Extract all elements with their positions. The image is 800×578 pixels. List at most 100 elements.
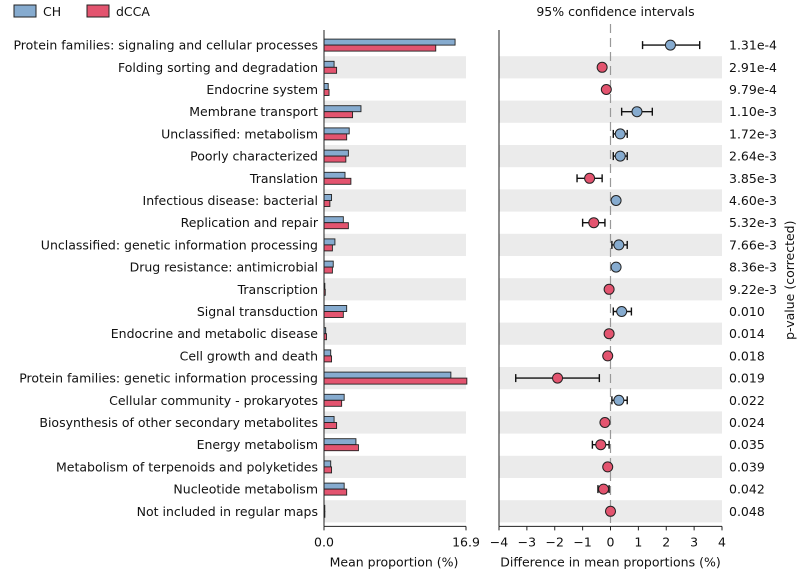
p-value: 9.79e-4	[729, 82, 777, 97]
category-label: Membrane transport	[189, 104, 318, 119]
ci-x-axis-title: Difference in mean proportions (%)	[500, 554, 720, 569]
p-value: 0.022	[729, 393, 765, 408]
category-label: Transcription	[237, 282, 318, 297]
legend: CH dCCA	[13, 4, 150, 19]
bar-x-tick-label: 0.0	[314, 534, 334, 549]
p-value-column: 1.31e-4 2.91e-4 9.79e-4 1.10e-3 1.72e-3 2.64e…	[729, 38, 797, 519]
row-shade	[324, 500, 466, 523]
bar-ch	[323, 171, 346, 179]
ci-point	[588, 217, 600, 229]
bar-dcca	[323, 311, 344, 318]
category-label: Protein families: genetic information pr…	[19, 371, 318, 386]
bar-dcca	[323, 444, 359, 452]
ci-title: 95% confidence intervals	[536, 4, 694, 19]
bar-ch	[323, 105, 362, 113]
bar-dcca	[323, 66, 338, 74]
bar-x-axis-title: Mean proportion (%)	[330, 554, 459, 569]
p-value: 0.039	[729, 459, 765, 474]
row-shade	[324, 455, 466, 478]
ci-point	[602, 461, 614, 473]
ci-x-tick-label: 2	[662, 534, 670, 549]
row-shade	[324, 189, 466, 212]
ci-point	[598, 483, 610, 495]
p-value: 1.72e-3	[729, 126, 777, 141]
bar-ch	[323, 460, 332, 468]
bar-dcca	[323, 488, 348, 496]
category-label: Protein families: signaling and cellular…	[13, 38, 318, 53]
bar-ch	[323, 438, 357, 446]
bar-ch	[323, 149, 349, 157]
category-label: Endocrine system	[206, 82, 318, 97]
category-label: Metabolism of terpenoids and polyketides	[56, 459, 318, 474]
category-label: Not included in regular maps	[137, 504, 318, 519]
p-value: 7.66e-3	[729, 237, 777, 252]
p-value: 1.31e-4	[729, 38, 777, 53]
row-shade	[324, 411, 466, 434]
bar-dcca	[323, 399, 343, 407]
bar-dcca	[323, 266, 333, 274]
p-value: 2.64e-3	[729, 149, 777, 164]
bar-dcca	[323, 200, 331, 207]
ci-point	[602, 350, 614, 362]
bar-ch	[323, 349, 332, 357]
ci-point	[595, 439, 607, 451]
ci-x-tick-label: −1	[573, 534, 591, 549]
ci-x-tick-label: −4	[490, 534, 508, 549]
ci-point	[605, 505, 616, 517]
bar-ch	[323, 83, 329, 90]
bar-ch	[323, 216, 344, 224]
category-label: Unclassified: metabolism	[161, 126, 318, 141]
ci-point	[613, 239, 625, 251]
p-value: 3.85e-3	[729, 171, 777, 186]
p-value: 0.024	[729, 415, 765, 430]
p-value: 0.048	[729, 504, 765, 519]
p-value: 0.042	[729, 482, 765, 497]
bar-dcca	[323, 377, 468, 385]
ci-point	[614, 150, 626, 162]
p-value: 0.014	[729, 326, 765, 341]
bar-dcca	[323, 177, 352, 185]
category-label: Biosynthesis of other secondary metaboli…	[39, 415, 318, 430]
ci-x-tick-label: 4	[718, 534, 726, 549]
ci-point	[631, 106, 643, 118]
ci-x-tick-label: −3	[518, 534, 536, 549]
p-value-axis-title: p-value (corrected)	[782, 221, 797, 340]
ci-point	[600, 84, 612, 95]
ci-point	[614, 128, 626, 140]
bar-dcca	[323, 466, 333, 474]
p-value: 0.035	[729, 437, 765, 452]
row-shade	[499, 233, 722, 256]
p-value: 1.10e-3	[729, 104, 777, 119]
legend-label-dcca: dCCA	[116, 4, 150, 19]
bar-dcca	[323, 222, 349, 230]
bar-dcca	[323, 89, 330, 96]
ci-point	[552, 372, 564, 384]
bar-dcca	[323, 111, 354, 119]
category-label: Cell growth and death	[180, 348, 318, 363]
p-value: 4.60e-3	[729, 193, 777, 208]
p-value: 2.91e-4	[729, 60, 777, 75]
bar-dcca	[323, 44, 437, 52]
category-label: Nucleotide metabolism	[173, 482, 318, 497]
confidence-interval-panel: 95% confidence intervals −4 −3 −2 −1 0 1 2 3 4 Dif…	[490, 4, 726, 569]
ci-x-tick-label: 3	[690, 534, 698, 549]
p-value: 0.018	[729, 348, 765, 363]
legend-label-ch: CH	[43, 4, 61, 19]
bar-ch	[323, 260, 334, 268]
bar-dcca	[323, 133, 348, 141]
category-label: Replication and repair	[181, 215, 319, 230]
ci-x-tick-label: −2	[546, 534, 564, 549]
bar-dcca	[323, 422, 338, 429]
row-shade	[324, 322, 466, 345]
bar-ch	[323, 194, 333, 201]
row-shade	[324, 233, 466, 256]
row-shade	[324, 278, 466, 301]
bar-ch	[323, 393, 345, 401]
category-label: Cellular community - prokaryotes	[109, 393, 318, 408]
bar-ch	[323, 416, 335, 423]
ci-point	[599, 417, 611, 428]
ci-point	[613, 394, 625, 406]
category-label: Unclassified: genetic information proces…	[41, 237, 318, 252]
bar-dcca	[323, 355, 333, 363]
